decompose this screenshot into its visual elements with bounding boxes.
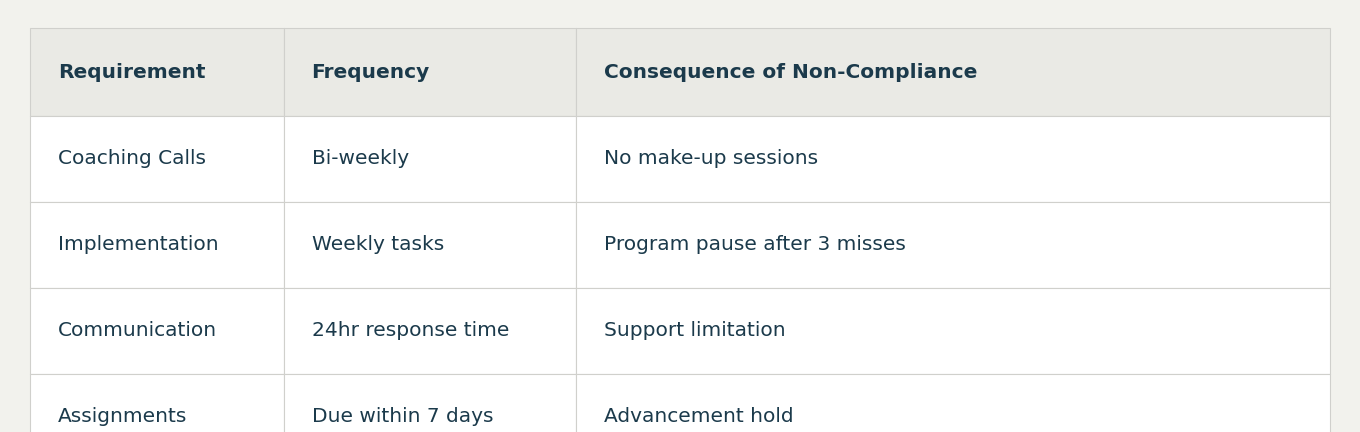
Text: Advancement hold: Advancement hold	[604, 407, 794, 426]
Text: Assignments: Assignments	[58, 407, 188, 426]
Text: Implementation: Implementation	[58, 235, 219, 254]
Text: Weekly tasks: Weekly tasks	[311, 235, 443, 254]
Text: Support limitation: Support limitation	[604, 321, 786, 340]
Bar	[30, 288, 283, 374]
Bar	[283, 288, 577, 374]
Bar	[30, 202, 283, 288]
Text: Due within 7 days: Due within 7 days	[311, 407, 492, 426]
Bar	[283, 28, 577, 116]
Text: 24hr response time: 24hr response time	[311, 321, 509, 340]
Text: Frequency: Frequency	[311, 63, 430, 82]
Bar	[283, 374, 577, 432]
Text: Bi-weekly: Bi-weekly	[311, 149, 408, 168]
Text: Coaching Calls: Coaching Calls	[58, 149, 205, 168]
Bar	[283, 202, 577, 288]
Bar	[577, 374, 1330, 432]
Text: Program pause after 3 misses: Program pause after 3 misses	[604, 235, 906, 254]
Bar	[577, 116, 1330, 202]
Text: Consequence of Non-Compliance: Consequence of Non-Compliance	[604, 63, 978, 82]
Bar	[577, 28, 1330, 116]
Bar	[577, 202, 1330, 288]
Bar	[30, 116, 283, 202]
Bar	[30, 374, 283, 432]
Bar	[30, 28, 283, 116]
Bar	[577, 288, 1330, 374]
Bar	[283, 116, 577, 202]
Text: Requirement: Requirement	[58, 63, 205, 82]
Text: Communication: Communication	[58, 321, 218, 340]
Text: No make-up sessions: No make-up sessions	[604, 149, 819, 168]
